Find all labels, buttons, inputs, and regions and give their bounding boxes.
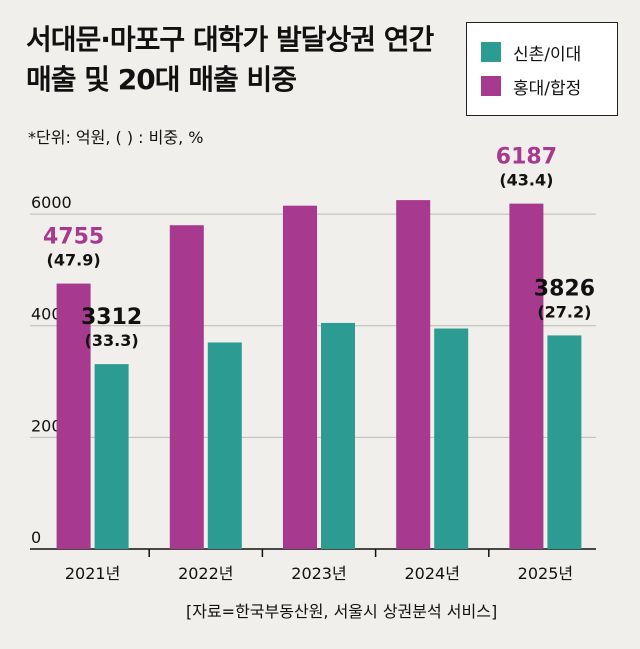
bar-hongdae-3 [396,200,431,550]
legend-swatch-hongdae [481,76,501,96]
legend-item-sinchon: 신촌/이대 [481,35,617,69]
x-tick-label-3: 2024년 [404,564,459,583]
x-tick-label-4: 2025년 [518,564,573,583]
share-label-sinchon-0: (33.3) [85,331,139,350]
bar-hongdae-4 [509,203,544,550]
share-label-hongdae-0: (47.9) [47,251,101,270]
legend-label-sinchon: 신촌/이대 [513,44,582,65]
chart-subtitle: *단위: 억원, ( ) : 비중, % [28,128,204,147]
bar-sinchon-2 [321,322,355,549]
legend-label-hongdae: 홍대/합정 [513,78,582,99]
x-tick-label-0: 2021년 [65,564,120,583]
y-tick-label-0: 0 [31,528,41,547]
legend-swatch-sinchon [481,42,501,62]
legend-item-hongdae: 홍대/합정 [481,69,617,103]
bar-sinchon-1 [207,342,242,549]
legend: 신촌/이대 홍대/합정 [466,22,618,116]
bar-sinchon-3 [434,328,469,549]
y-tick-label-6000: 6000 [31,193,72,212]
data-label-hongdae-0: 4755 [43,225,104,250]
x-tick-label-2: 2023년 [291,564,346,583]
share-label-sinchon-4: (27.2) [537,302,591,321]
data-label-sinchon-0: 3312 [81,305,142,330]
x-tick-label-1: 2022년 [178,564,233,583]
bar-hongdae-0 [56,283,91,549]
data-label-sinchon-4: 3826 [534,276,595,301]
bar-hongdae-1 [169,225,204,549]
bar-sinchon-0 [94,364,129,549]
bar-hongdae-2 [283,205,317,550]
chart-title: 서대문·마포구 대학가 발달상권 연간 매출 및 20대 매출 비중 [26,23,434,96]
share-label-hongdae-4: (43.4) [499,171,553,190]
source-note: [자료=한국부동산원, 서울시 상권분석 서비스] [186,602,498,621]
data-label-hongdae-4: 6187 [496,145,557,170]
bar-sinchon-4 [547,335,582,549]
